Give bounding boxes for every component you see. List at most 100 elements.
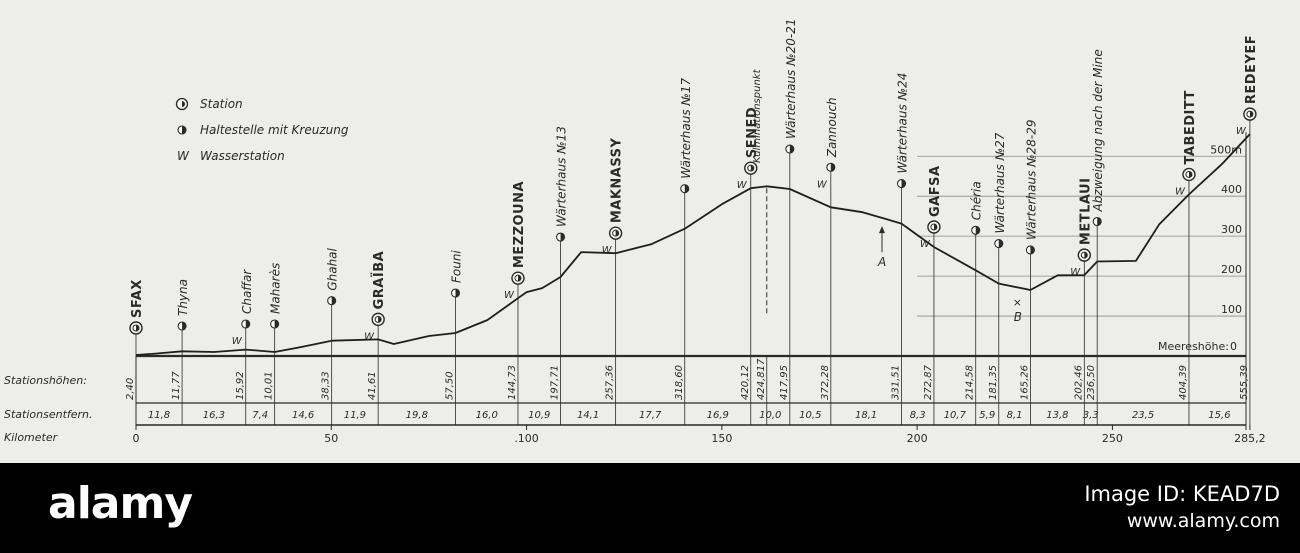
distance-value: 10,9 [528,410,550,421]
station-symbol-fill [1249,111,1253,118]
station-name-label: Wärterhaus №24 [896,73,910,174]
station-name-label: SENED [745,107,760,158]
image-id-text: Image ID: KEAD7D [1084,482,1280,506]
water-station-mark: W [504,290,515,301]
station-name-label: SFAX [130,279,145,318]
station-height-label: 57,50 [444,371,455,400]
elevation-tick-label: 100 [1221,303,1242,316]
elevation-profile-line [135,133,1251,356]
station-name-label: Chaffar [240,269,254,314]
distance-value: 8,1 [1007,410,1023,421]
marker-a-label: A [877,255,886,269]
halt-symbol-fill [684,184,689,193]
stations-group: 2,40 SFAX 11,77 Thyna 15,92 W Chaffar 10,01 Maha… [125,19,1259,425]
station-name-label: REDEYEF [1244,35,1259,104]
station-symbol-fill [136,325,139,331]
km-tick-label: 150 [711,432,732,445]
station-height-label: 555,39 [1239,365,1250,400]
halt-symbol-fill [331,296,336,305]
water-station-mark: W [232,336,243,347]
heights-row-label: Stationshöhen: [4,374,87,387]
halt-symbol-fill [182,322,187,330]
station-height-label: 331,51 [891,365,902,400]
station-name-label: Wärterhaus №17 [679,77,693,178]
station-height-label: 236,50 [1086,365,1097,400]
station-name-label: Wärterhaus №28-29 [1024,119,1038,240]
station-height-label: 2,40 [125,378,136,400]
legend-halt-symbol-fill [182,126,186,134]
distance-value: 17,7 [639,410,662,421]
elevation-tick-label: 400 [1221,183,1242,196]
km-tick-label: .100 [514,432,539,445]
km-axis: 0 50 .100 150 200 250 285,2 [133,425,1266,445]
distance-value: 10,0 [759,410,781,421]
station-name-label: Thyna [176,279,190,316]
distances-row-label: Stationsentfern. [4,408,93,421]
distance-value: 7,4 [252,410,268,421]
halt-symbol-fill [274,320,279,328]
km-tick-label: 0 [133,432,140,445]
distance-value: 15,6 [1208,410,1230,421]
water-station-mark: W [602,245,613,256]
station-height-label: 404,39 [1178,365,1189,400]
km-tick-label: 250 [1102,432,1123,445]
station-height-label: 41,61 [367,371,378,400]
station-name-label: Founi [449,250,463,283]
distance-value: 11,8 [148,410,170,421]
culmination-label: Kulminationspunkt [752,68,763,163]
water-station-mark: W [737,180,748,191]
halt-symbol-fill [245,320,250,328]
watermark-bar [0,463,1300,553]
distance-value: 10,7 [944,410,967,421]
station-name-label: Abzweigung nach der Mine [1091,49,1105,212]
marker-b-label: B [1014,310,1022,324]
halt-symbol-fill [560,233,565,242]
distance-value: 16,3 [203,410,225,421]
station-name-label: Chéria [970,181,984,220]
elevation-grid: 100 200 300 400 500m [917,132,1247,430]
km-tick-label: 50 [324,432,338,445]
distance-value: 13,8 [1046,410,1068,421]
water-station-mark: W [364,331,375,342]
water-station-mark: W [920,239,931,250]
halt-symbol-fill [998,239,1003,248]
station-height-label: 257,36 [605,365,616,400]
station-height-label: 318,60 [674,365,685,400]
sea-level-value: 0 [1230,340,1237,353]
distance-value: 5,9 [979,410,995,421]
distance-value: 19,8 [406,410,428,421]
station-symbol-fill [750,165,754,172]
legend-station-symbol-fill [182,101,185,107]
station-height-label: 420,12 [740,365,751,400]
alamy-logo: alamy [48,478,193,529]
station-height-label: 38,33 [321,371,332,400]
distance-value: 10,5 [799,410,821,421]
station-symbol-fill [1084,252,1088,259]
legend-station-label: Station [200,97,243,111]
station-height-label: 424,817 [756,358,767,400]
station-height-label: 417,95 [779,365,790,400]
sea-level-label: Meereshöhe: [1158,340,1229,353]
distance-value: 8,3 [910,410,926,421]
station-height-label: 10,01 [264,371,275,400]
distance-value: 14,1 [577,410,599,421]
distance-value: 18,1 [855,410,877,421]
station-height-label: 197,71 [550,365,561,400]
station-height-label: 214,58 [965,365,976,400]
distance-value: 3,3 [1083,410,1099,421]
legend-water-label: Wasserstation [200,149,285,163]
water-station-mark: W [817,179,828,190]
elevation-tick-label: 200 [1221,263,1242,276]
station-symbol-fill [933,223,937,230]
station-name-label: Ghahal [326,247,340,290]
station-symbol-fill [1188,171,1192,178]
halt-symbol-fill [455,289,460,298]
elevation-tick-label: 500m [1210,143,1242,156]
station-name-label: Wärterhaus №27 [993,132,1007,233]
marker-b-cross: × [1013,296,1022,309]
halt-symbol-fill [1097,217,1102,226]
profile-group: A ×B [135,133,1251,356]
station-name-label: TABEDITT [1183,90,1198,164]
distance-value: 23,5 [1132,410,1154,421]
station-height-label: 181,35 [988,365,999,400]
